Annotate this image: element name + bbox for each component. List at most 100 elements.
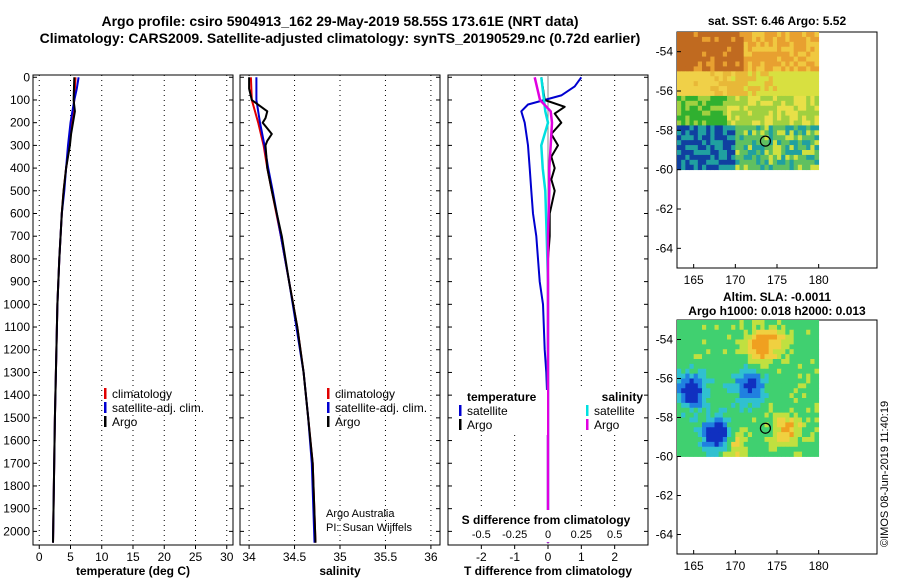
heatmap-cell — [777, 383, 782, 389]
heatmap-cell — [702, 441, 707, 448]
heatmap-cell — [727, 120, 732, 126]
heatmap-cell — [810, 56, 815, 62]
legend-swatch — [459, 405, 462, 416]
heatmap-cell — [710, 368, 715, 375]
heatmap-cell — [693, 437, 699, 443]
heatmap-cell — [714, 159, 720, 166]
heatmap-cell — [677, 100, 682, 107]
heatmap-cell — [697, 388, 703, 394]
heatmap-cell — [706, 125, 711, 131]
heatmap-cell — [814, 150, 820, 156]
heatmap-cell — [685, 125, 690, 131]
heatmap-cell — [693, 407, 699, 414]
heatmap-cell — [722, 402, 728, 409]
heatmap-cell — [727, 388, 732, 394]
heatmap-cell — [785, 164, 790, 171]
heatmap-cell — [693, 66, 699, 72]
heatmap-cell — [702, 91, 707, 97]
heatmap-cell — [747, 398, 753, 404]
heatmap-cell — [793, 412, 799, 418]
heatmap-cell — [743, 422, 749, 428]
heatmap-cell — [760, 154, 765, 161]
heatmap-cell — [806, 344, 811, 350]
heatmap-cell — [810, 412, 815, 418]
heatmap-cell — [722, 329, 728, 336]
heatmap-cell — [747, 427, 753, 433]
heatmap-cell — [752, 140, 757, 146]
heatmap-cell — [714, 422, 720, 428]
heatmap-cell — [727, 100, 732, 107]
legend-swatch — [586, 405, 589, 416]
heatmap-cell — [806, 441, 811, 448]
heatmap-cell — [681, 81, 686, 87]
heatmap-cell — [793, 100, 799, 107]
heatmap-cell — [747, 71, 753, 77]
heatmap-cell — [768, 349, 774, 355]
heatmap-cell — [697, 105, 703, 112]
heatmap-cell — [747, 363, 753, 370]
heatmap-cell — [814, 422, 820, 428]
heatmap-cell — [810, 105, 815, 112]
heatmap-cell — [752, 393, 757, 399]
heatmap-cell — [768, 105, 774, 112]
heatmap-cell — [764, 349, 770, 355]
heatmap-cell — [722, 363, 728, 370]
heatmap-cell — [735, 110, 740, 116]
heatmap-cell — [722, 150, 728, 156]
heatmap-cell — [810, 95, 815, 102]
heatmap-cell — [722, 120, 728, 126]
heatmap-cell — [739, 422, 745, 428]
heatmap-cell — [685, 363, 690, 370]
heatmap-cell — [797, 354, 803, 360]
heatmap-cell — [797, 334, 803, 340]
heatmap-cell — [764, 427, 770, 433]
heatmap-cell — [677, 368, 682, 375]
heatmap-cell — [677, 373, 682, 379]
heatmap-cell — [760, 41, 765, 48]
heatmap-cell — [768, 368, 774, 375]
legend-label: Argo — [467, 418, 493, 432]
heatmap-cell — [772, 373, 778, 379]
heatmap-cell — [697, 91, 703, 97]
heatmap-cell — [731, 329, 736, 336]
heatmap-cell — [702, 159, 707, 166]
heatmap-cell — [806, 393, 811, 399]
depth-tick-label: 200 — [10, 116, 30, 130]
heatmap-cell — [706, 441, 711, 448]
heatmap-cell — [793, 388, 799, 394]
heatmap-cell — [777, 46, 782, 53]
heatmap-cell — [702, 46, 707, 53]
heatmap-cell — [747, 41, 753, 48]
heatmap-cell — [693, 145, 699, 151]
heatmap-cell — [727, 339, 732, 345]
heatmap-cell — [727, 154, 732, 161]
heatmap-cell — [714, 51, 720, 57]
heatmap-cell — [810, 373, 815, 379]
heatmap-cell — [806, 56, 811, 62]
heatmap-cell — [681, 46, 686, 53]
heatmap-cell — [718, 354, 724, 360]
heatmap-cell — [764, 320, 770, 326]
heatmap-cell — [756, 344, 761, 350]
heatmap-cell — [677, 32, 682, 38]
heatmap-cell — [739, 402, 745, 409]
heatmap-cell — [718, 56, 724, 62]
heatmap-cell — [739, 95, 745, 102]
heatmap-cell — [760, 363, 765, 370]
heatmap-cell — [764, 159, 770, 166]
heatmap-cell — [718, 46, 724, 53]
heatmap-cell — [697, 145, 703, 151]
heatmap-cell — [785, 135, 790, 141]
heatmap-cell — [785, 159, 790, 166]
heatmap-cell — [718, 451, 724, 457]
heatmap-cell — [768, 135, 774, 141]
heatmap-cell — [727, 51, 732, 57]
heatmap-cell — [814, 334, 820, 340]
heatmap-cell — [814, 446, 820, 453]
heatmap-cell — [793, 334, 799, 340]
heatmap-cell — [756, 81, 761, 87]
heatmap-cell — [814, 339, 820, 345]
heatmap-cell — [760, 115, 765, 121]
heatmap-cell — [814, 373, 820, 379]
heatmap-cell — [689, 378, 695, 384]
